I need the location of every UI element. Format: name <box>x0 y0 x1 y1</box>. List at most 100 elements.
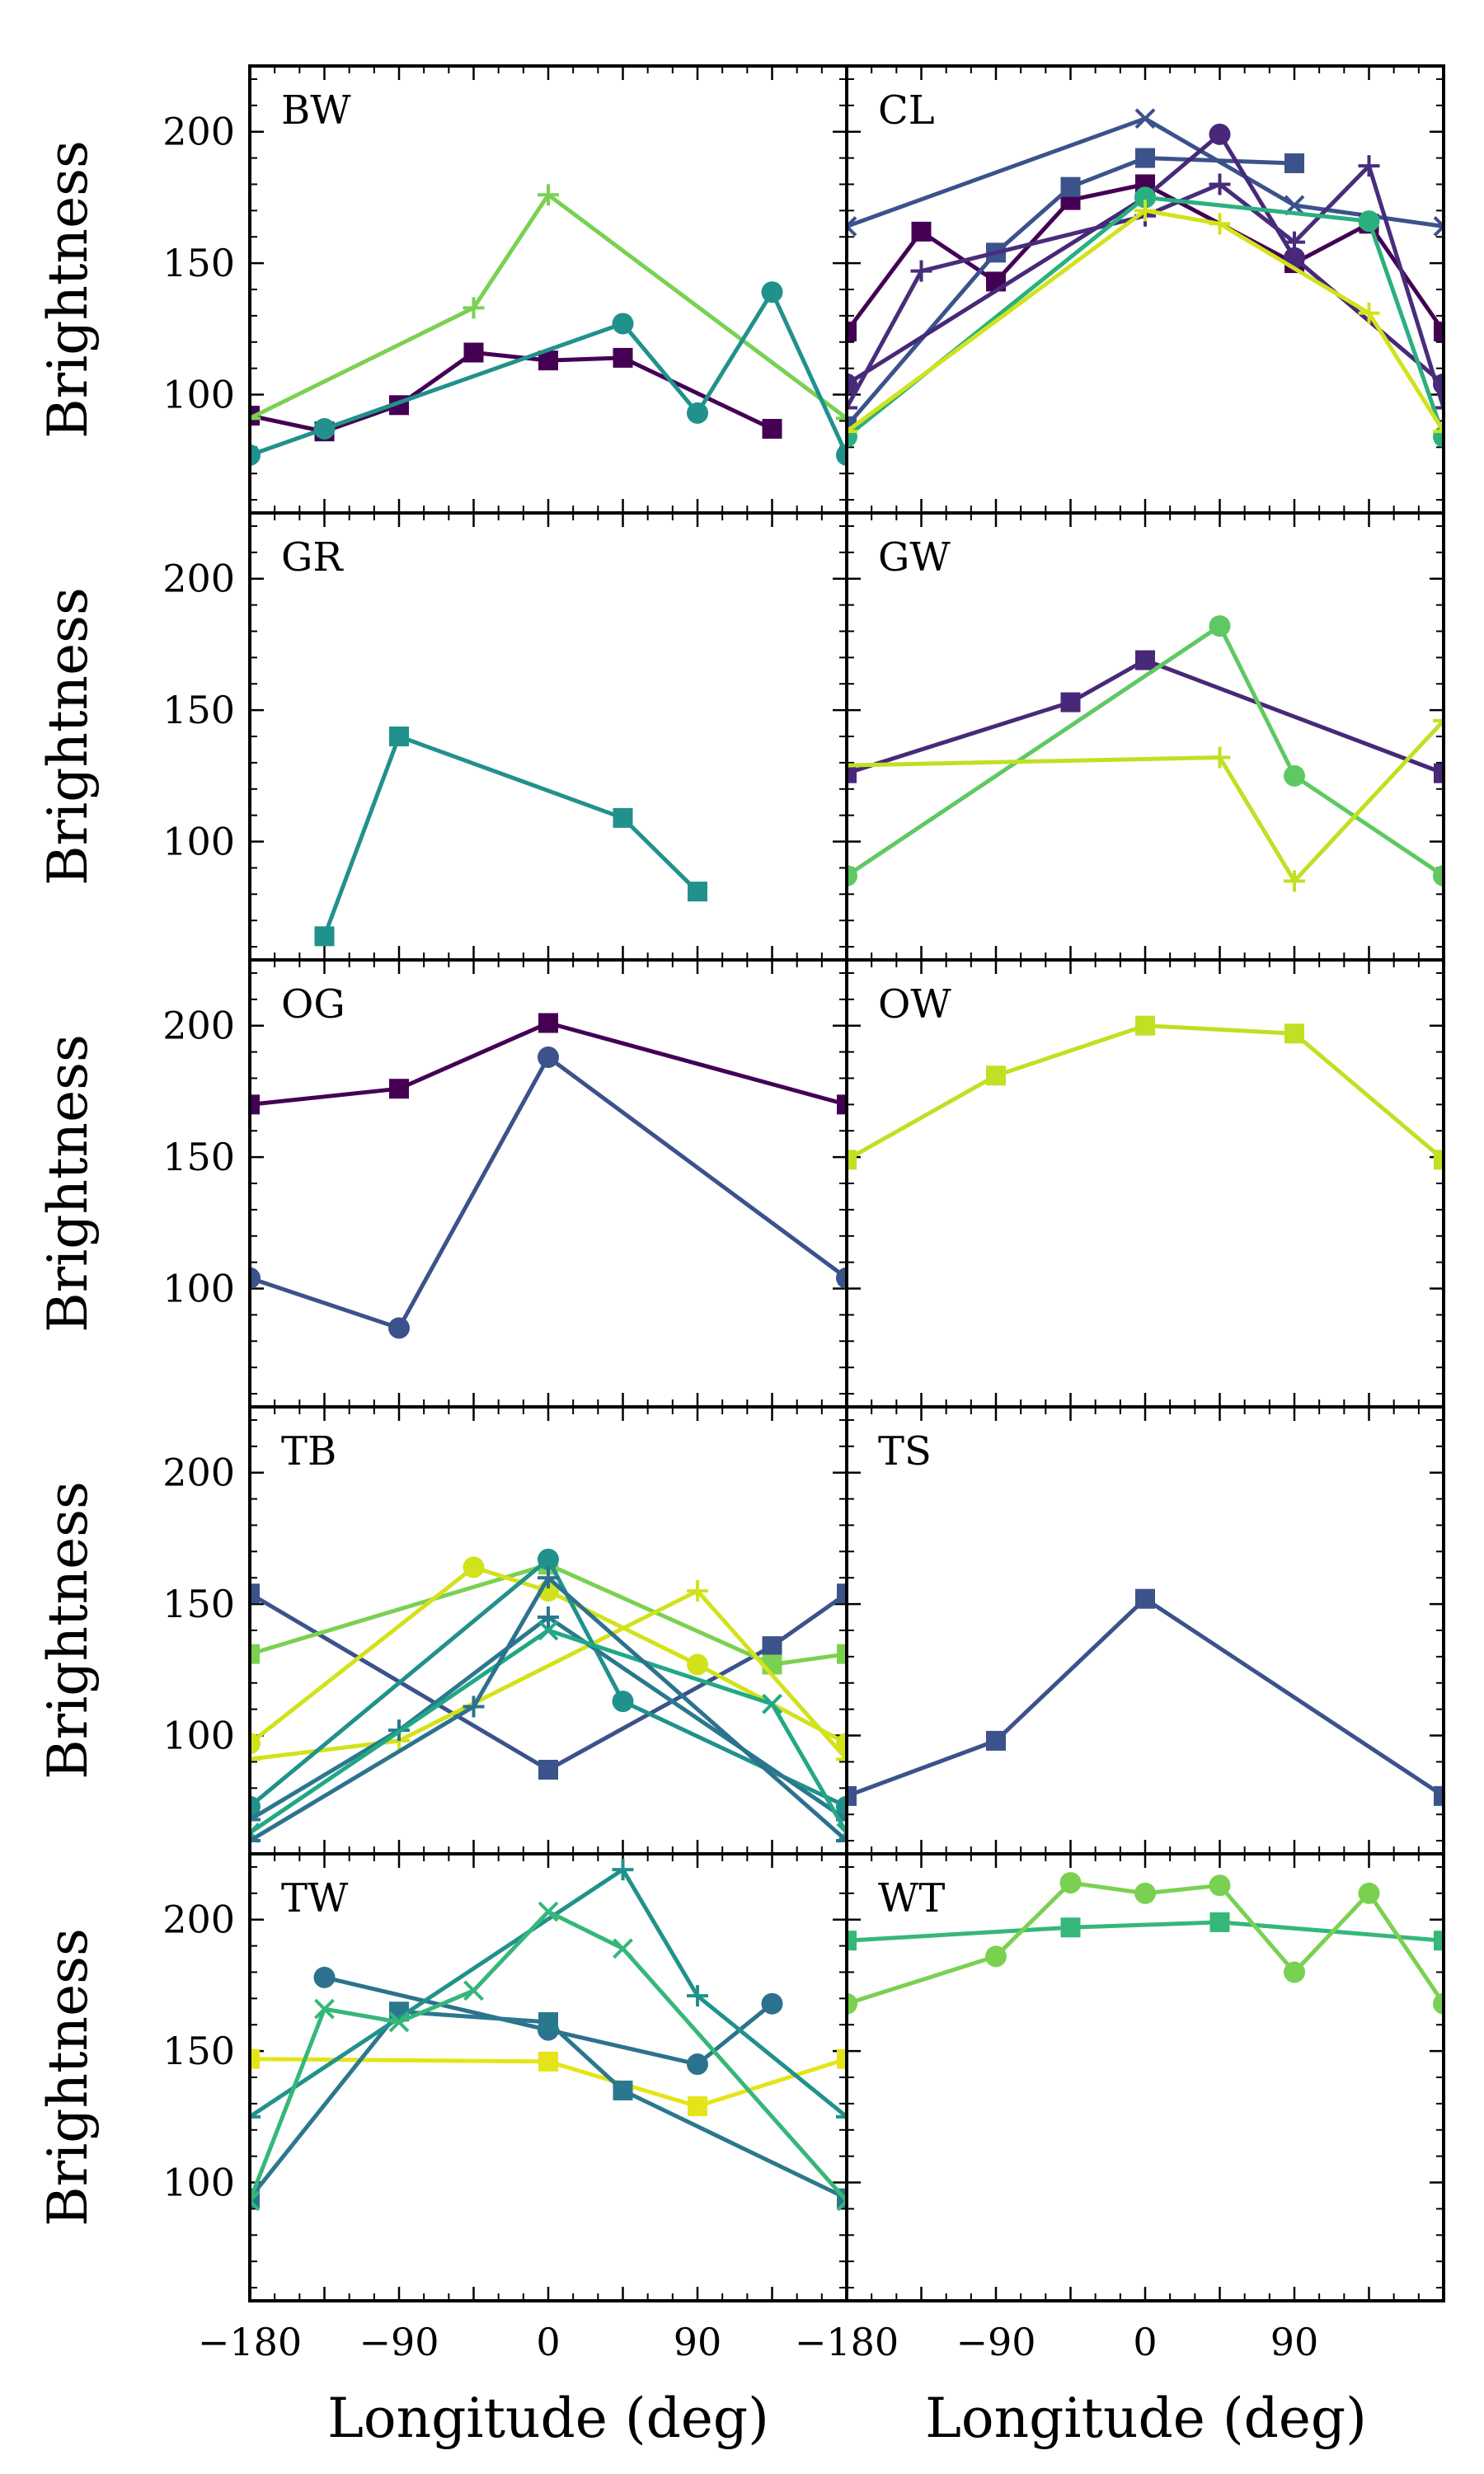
data-point <box>389 727 409 746</box>
data-point <box>847 1931 857 1951</box>
panel-label: WT <box>878 1875 945 1921</box>
data-point <box>1284 870 1305 892</box>
y-tick-label: 150 <box>162 688 235 732</box>
data-point <box>538 1567 559 1589</box>
data-point <box>1060 692 1081 713</box>
panel-series <box>250 1013 847 1339</box>
x-axis-label-right: Longitude (deg) <box>925 2387 1367 2450</box>
data-point <box>1358 1882 1380 1904</box>
panel-series <box>847 108 1444 448</box>
data-point <box>1134 1882 1156 1904</box>
series-line <box>847 1880 1444 2006</box>
data-point <box>1434 322 1444 342</box>
series-line <box>250 192 847 421</box>
data-point <box>538 1901 559 1922</box>
series-line <box>322 734 699 938</box>
data-point <box>687 1580 708 1602</box>
data-point <box>1209 1874 1231 1897</box>
panel-series <box>314 727 707 947</box>
y-axis-label: Brightness <box>36 1928 100 2227</box>
x-tick-label: −90 <box>956 2320 1036 2364</box>
panel-gw: GW <box>845 511 1445 962</box>
data-point <box>761 1992 783 2015</box>
data-point <box>1209 1912 1230 1932</box>
data-point <box>1135 1588 1155 1609</box>
y-tick-label: 100 <box>162 2161 235 2205</box>
data-point <box>836 1830 847 1852</box>
data-point <box>1135 1015 1155 1036</box>
data-point <box>836 1748 847 1771</box>
panel-label: TW <box>281 1875 349 1921</box>
series-line <box>847 623 1444 878</box>
x-tick-label: 0 <box>1133 2320 1157 2364</box>
data-point <box>1209 746 1231 769</box>
series-line <box>250 1021 847 1107</box>
data-point <box>250 1094 260 1115</box>
data-point <box>538 184 559 206</box>
data-point <box>250 1795 261 1818</box>
data-point <box>847 1785 857 1806</box>
data-point <box>836 407 847 430</box>
series-line <box>250 1588 847 1761</box>
series-line <box>250 289 847 458</box>
data-point <box>538 1759 558 1780</box>
y-tick-label: 100 <box>162 820 235 864</box>
data-point <box>762 1636 782 1657</box>
data-point <box>762 1693 782 1714</box>
panel-label: OW <box>878 981 951 1028</box>
series-line <box>250 1867 847 2119</box>
data-point <box>250 1583 260 1604</box>
panel-series <box>847 615 1444 892</box>
data-point <box>538 1606 559 1629</box>
data-point <box>1433 709 1444 731</box>
data-point <box>1209 123 1231 145</box>
y-tick-label: 200 <box>162 110 235 154</box>
panel-series <box>250 1859 847 2212</box>
data-point <box>986 1730 1006 1751</box>
data-point <box>847 421 857 443</box>
x-tick-label: 0 <box>536 2320 560 2364</box>
data-point <box>847 322 857 342</box>
data-point <box>250 1748 261 1771</box>
y-tick-label: 100 <box>162 1267 235 1311</box>
panels: BW 100 150 200 CL GR 100 150 200 GW OG 100 150 200 OW T… <box>162 64 1445 2302</box>
data-point <box>1284 764 1305 787</box>
data-point <box>613 2080 633 2100</box>
data-point <box>1134 200 1156 222</box>
data-point <box>688 2096 707 2117</box>
data-point <box>847 216 857 237</box>
data-point <box>463 297 485 319</box>
data-point <box>314 926 335 947</box>
data-point <box>1135 650 1155 670</box>
data-point <box>1284 231 1305 253</box>
data-point <box>837 2048 847 2069</box>
data-point <box>389 1079 409 1099</box>
series-line <box>250 1562 847 1667</box>
panel-series <box>250 184 847 466</box>
y-tick-label: 200 <box>162 1451 235 1495</box>
panel-tw: TW 100 150 200 <box>162 1852 848 2302</box>
x-tick-label: −180 <box>198 2320 302 2364</box>
data-point <box>463 1696 485 1718</box>
data-point <box>1134 108 1156 129</box>
panel-label: GW <box>878 534 951 581</box>
data-point <box>1060 1917 1081 1938</box>
data-point <box>1434 1150 1444 1170</box>
data-point <box>985 1945 1007 1968</box>
y-tick-label: 150 <box>162 1582 235 1626</box>
data-point <box>463 1980 484 2001</box>
panel-label: BW <box>281 87 351 134</box>
data-point <box>463 1556 485 1578</box>
y-tick-label: 100 <box>162 373 235 417</box>
data-point <box>847 1992 857 2015</box>
data-point <box>250 1267 261 1289</box>
x-tick-label: 90 <box>1270 2320 1319 2364</box>
data-point <box>250 2048 260 2069</box>
y-tick-label: 150 <box>162 241 235 285</box>
y-tick-label: 150 <box>162 1135 235 1179</box>
data-point <box>538 1548 559 1570</box>
data-point <box>612 313 634 335</box>
data-point <box>836 2105 847 2128</box>
data-point <box>613 347 633 368</box>
